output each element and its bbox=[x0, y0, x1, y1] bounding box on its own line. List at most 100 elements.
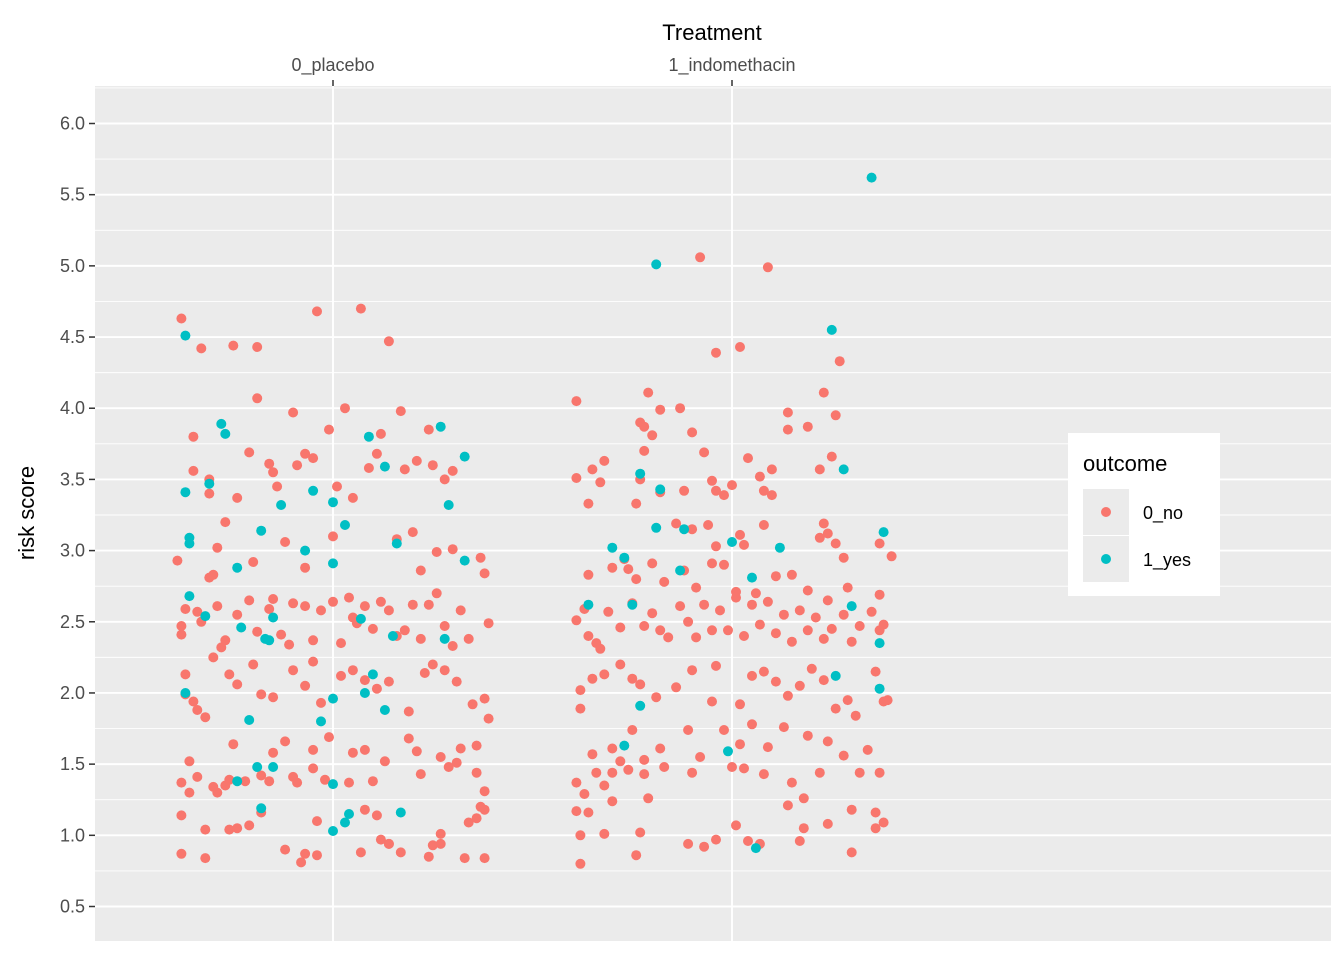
data-point bbox=[631, 850, 642, 861]
data-point bbox=[180, 688, 191, 698]
data-point bbox=[735, 342, 745, 352]
data-point bbox=[427, 659, 438, 670]
data-point bbox=[659, 762, 670, 772]
data-point bbox=[675, 601, 686, 612]
data-point bbox=[707, 558, 717, 569]
data-point bbox=[280, 537, 291, 547]
data-point bbox=[639, 754, 650, 765]
data-point bbox=[415, 633, 426, 644]
legend-label: 0_no bbox=[1143, 503, 1183, 524]
data-point bbox=[300, 680, 311, 691]
data-point bbox=[184, 538, 195, 549]
data-point bbox=[878, 619, 889, 630]
data-point bbox=[403, 733, 414, 744]
data-point bbox=[838, 552, 849, 563]
data-point bbox=[635, 827, 646, 838]
data-point bbox=[679, 485, 690, 496]
data-point bbox=[324, 424, 334, 435]
data-point bbox=[846, 804, 857, 815]
data-point bbox=[830, 538, 841, 549]
data-point bbox=[770, 628, 781, 639]
data-point bbox=[467, 699, 478, 710]
data-point bbox=[758, 666, 769, 677]
data-point bbox=[703, 520, 714, 530]
data-point bbox=[711, 834, 721, 845]
data-point bbox=[276, 500, 287, 510]
data-point bbox=[758, 485, 769, 496]
data-point bbox=[651, 259, 662, 270]
data-point bbox=[232, 679, 243, 690]
data-point bbox=[383, 605, 394, 616]
data-point bbox=[878, 527, 889, 538]
data-point bbox=[359, 601, 370, 612]
data-point bbox=[846, 847, 857, 858]
data-point bbox=[176, 810, 187, 821]
data-point bbox=[571, 396, 582, 407]
data-point bbox=[707, 625, 717, 636]
data-point bbox=[423, 599, 434, 610]
data-point bbox=[176, 629, 187, 640]
data-point bbox=[802, 421, 813, 432]
data-point bbox=[391, 538, 402, 549]
data-point bbox=[463, 817, 474, 828]
data-point bbox=[727, 762, 737, 772]
data-point bbox=[188, 696, 199, 707]
data-point bbox=[340, 520, 350, 530]
data-point bbox=[224, 669, 235, 680]
data-point bbox=[300, 448, 311, 459]
data-point bbox=[635, 700, 646, 711]
data-point bbox=[814, 464, 825, 475]
data-point bbox=[619, 552, 630, 563]
data-point bbox=[635, 468, 646, 479]
data-point bbox=[786, 636, 797, 647]
data-point bbox=[411, 746, 422, 757]
data-point bbox=[383, 676, 394, 687]
data-point bbox=[419, 668, 430, 678]
data-point bbox=[371, 683, 382, 694]
data-point bbox=[830, 703, 841, 714]
data-point bbox=[802, 625, 813, 636]
data-point bbox=[200, 824, 211, 835]
data-point bbox=[842, 582, 853, 593]
data-point bbox=[252, 762, 263, 772]
data-point bbox=[316, 697, 326, 708]
data-point bbox=[212, 787, 223, 798]
data-point bbox=[774, 542, 785, 553]
data-point bbox=[587, 464, 598, 475]
data-point bbox=[707, 475, 717, 486]
data-point bbox=[595, 477, 606, 488]
data-point bbox=[627, 725, 638, 735]
data-point bbox=[687, 524, 698, 535]
data-point bbox=[451, 757, 462, 768]
data-point bbox=[475, 552, 486, 563]
data-point bbox=[766, 464, 777, 475]
data-point bbox=[575, 685, 586, 696]
data-point bbox=[695, 752, 706, 762]
data-point bbox=[599, 669, 610, 680]
data-point bbox=[651, 692, 662, 703]
x-axis: 0_placebo 1_indomethacin bbox=[291, 55, 796, 86]
data-point bbox=[687, 427, 698, 438]
data-point bbox=[316, 716, 326, 727]
data-point bbox=[770, 571, 781, 582]
data-point bbox=[336, 638, 346, 649]
data-point bbox=[375, 428, 386, 439]
data-point bbox=[838, 750, 849, 761]
data-point bbox=[383, 336, 394, 347]
data-point bbox=[747, 599, 757, 610]
data-point bbox=[455, 605, 466, 616]
data-point bbox=[679, 524, 690, 535]
data-point bbox=[188, 465, 199, 476]
data-point bbox=[794, 680, 805, 691]
data-point bbox=[296, 857, 307, 868]
data-point bbox=[308, 656, 319, 667]
data-point bbox=[747, 719, 757, 730]
data-point bbox=[731, 820, 741, 831]
data-point bbox=[587, 673, 598, 684]
data-point bbox=[431, 547, 442, 557]
data-point bbox=[308, 635, 319, 646]
y-tick-label: 2.5 bbox=[60, 612, 85, 632]
data-point bbox=[826, 324, 837, 335]
data-point bbox=[363, 463, 374, 473]
data-point bbox=[711, 347, 721, 358]
